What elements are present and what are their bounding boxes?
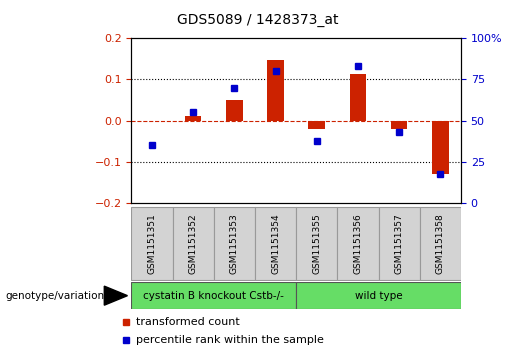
- Text: percentile rank within the sample: percentile rank within the sample: [136, 335, 324, 345]
- Bar: [255, 207, 296, 280]
- Text: GSM1151358: GSM1151358: [436, 213, 445, 274]
- Bar: [337, 207, 379, 280]
- Bar: [432, 121, 449, 174]
- Bar: [420, 207, 461, 280]
- Polygon shape: [104, 286, 128, 305]
- Text: GSM1151357: GSM1151357: [394, 213, 404, 274]
- Text: genotype/variation: genotype/variation: [5, 291, 104, 301]
- Bar: [296, 282, 461, 309]
- Text: wild type: wild type: [355, 291, 402, 301]
- Text: GSM1151355: GSM1151355: [312, 213, 321, 274]
- Text: GSM1151354: GSM1151354: [271, 213, 280, 274]
- Bar: [214, 207, 255, 280]
- Bar: [173, 207, 214, 280]
- Bar: [379, 207, 420, 280]
- Bar: [226, 100, 243, 121]
- Bar: [350, 74, 366, 121]
- Text: GSM1151356: GSM1151356: [353, 213, 363, 274]
- Text: GSM1151352: GSM1151352: [188, 213, 198, 274]
- Bar: [185, 116, 201, 121]
- Text: GDS5089 / 1428373_at: GDS5089 / 1428373_at: [177, 13, 338, 27]
- Bar: [296, 207, 337, 280]
- Bar: [131, 282, 296, 309]
- Bar: [267, 60, 284, 121]
- Text: cystatin B knockout Cstb-/-: cystatin B knockout Cstb-/-: [143, 291, 284, 301]
- Bar: [391, 121, 407, 129]
- Text: GSM1151353: GSM1151353: [230, 213, 239, 274]
- Bar: [131, 207, 173, 280]
- Text: GSM1151351: GSM1151351: [147, 213, 157, 274]
- Bar: [308, 121, 325, 129]
- Text: transformed count: transformed count: [136, 317, 240, 327]
